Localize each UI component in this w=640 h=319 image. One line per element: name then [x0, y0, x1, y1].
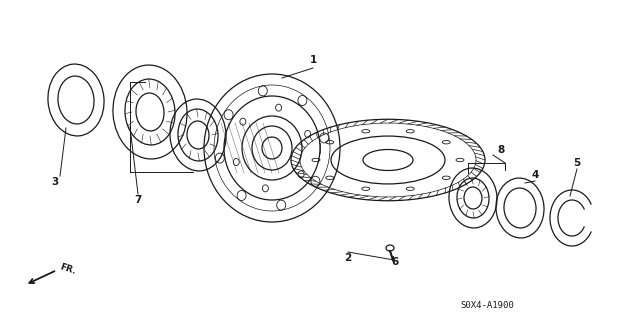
Text: 7: 7 [134, 195, 141, 205]
Text: 8: 8 [497, 145, 504, 155]
Text: FR.: FR. [59, 262, 77, 276]
Text: 6: 6 [392, 257, 399, 267]
Text: 3: 3 [51, 177, 59, 187]
Text: 1: 1 [309, 55, 317, 65]
Text: 2: 2 [344, 253, 351, 263]
Text: 4: 4 [531, 170, 539, 180]
Text: 5: 5 [573, 158, 580, 168]
Text: S0X4-A1900: S0X4-A1900 [460, 300, 514, 309]
